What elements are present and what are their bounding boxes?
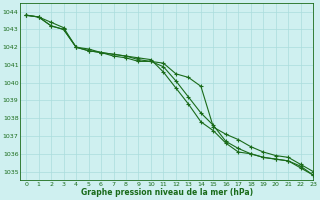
X-axis label: Graphe pression niveau de la mer (hPa): Graphe pression niveau de la mer (hPa)	[81, 188, 252, 197]
